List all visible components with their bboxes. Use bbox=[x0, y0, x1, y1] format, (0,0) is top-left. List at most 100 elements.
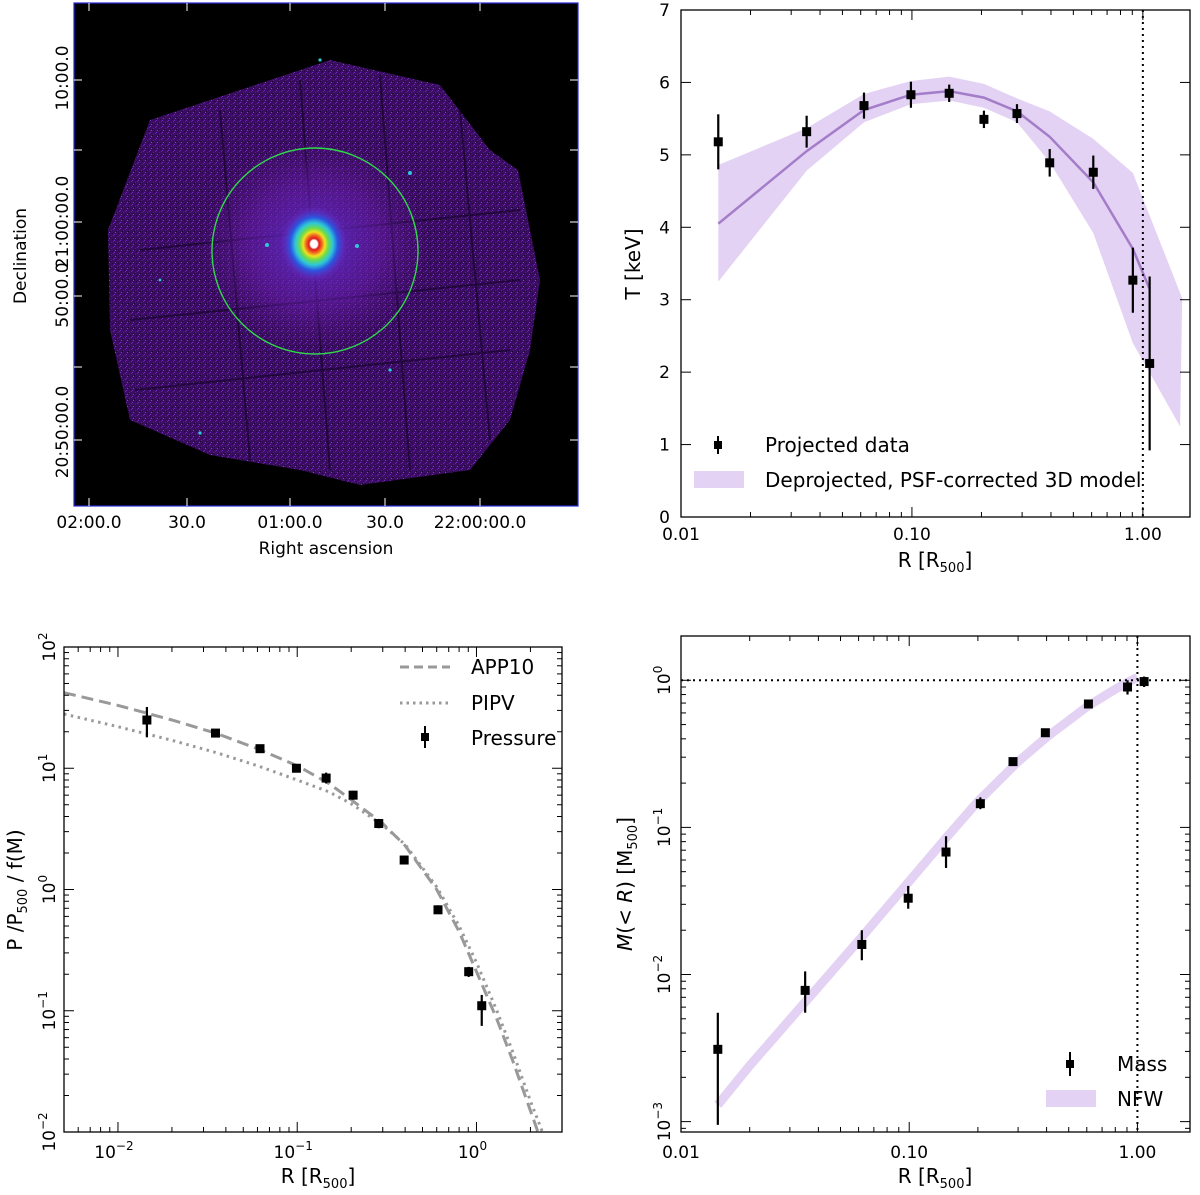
y-tick-label: 6 bbox=[659, 73, 670, 93]
pressure-point bbox=[433, 905, 443, 915]
pressure-plot-area bbox=[64, 691, 545, 1132]
x-tick-label: 1.00 bbox=[1118, 1143, 1156, 1163]
model-band bbox=[718, 76, 1183, 427]
mass-axes-frame bbox=[680, 635, 1191, 1133]
mass-y-axis-label: M(< R) [M500] bbox=[613, 817, 641, 951]
data-marker bbox=[941, 847, 951, 857]
ra-tick-label: 22:00:00.0 bbox=[434, 513, 527, 533]
model-app10-line bbox=[64, 691, 540, 1132]
dec-tick-label: 50:00.0 bbox=[53, 262, 73, 327]
data-marker bbox=[210, 728, 220, 738]
y-tick-label: 0 bbox=[659, 508, 670, 528]
image-ticks bbox=[74, 3, 578, 506]
x-tick-label: 10−1 bbox=[274, 1139, 313, 1163]
mass-panel: 0.01 0.10 1.00 10−3 10−2 10−1 100 R [R500] M(<… bbox=[613, 635, 1191, 1192]
legend-point-marker bbox=[1066, 1060, 1074, 1068]
y-tick-label: 102 bbox=[36, 632, 60, 661]
temperature-axes-frame bbox=[680, 9, 1191, 518]
data-marker bbox=[1008, 757, 1018, 767]
temperature-legend: Projected data Deprojected, PSF-correcte… bbox=[694, 433, 1141, 492]
x-tick-label: 1.00 bbox=[1124, 525, 1162, 545]
temperature-point bbox=[1045, 149, 1055, 177]
y-tick-label: 7 bbox=[659, 1, 670, 21]
data-marker bbox=[1139, 677, 1149, 687]
pressure-ticks: 10−2 10−1 100 10−2 10−1 100 101 102 bbox=[36, 632, 562, 1163]
temperature-point bbox=[1128, 247, 1138, 313]
ra-tick-label: 01:00.0 bbox=[257, 513, 322, 533]
temperature-point bbox=[1145, 276, 1155, 451]
ra-tick-label: 02:00.0 bbox=[56, 513, 121, 533]
data-marker bbox=[348, 790, 358, 800]
mass-point bbox=[800, 971, 810, 1013]
data-marker bbox=[800, 985, 810, 995]
legend-label-pressure: Pressure bbox=[471, 726, 556, 750]
pressure-point bbox=[142, 707, 152, 738]
data-marker bbox=[399, 855, 409, 865]
data-marker bbox=[975, 799, 985, 809]
data-marker bbox=[464, 967, 474, 977]
mass-point bbox=[713, 1012, 723, 1125]
x-tick-label: 100 bbox=[458, 1139, 487, 1163]
y-tick-label: 10−3 bbox=[651, 1102, 675, 1141]
image-frame bbox=[73, 2, 579, 507]
model-line bbox=[717, 89, 1151, 290]
pressure-point bbox=[291, 763, 301, 773]
temperature-point bbox=[906, 81, 916, 108]
legend-label-projected-data: Projected data bbox=[765, 433, 910, 457]
temperature-point bbox=[944, 84, 954, 102]
pressure-point bbox=[255, 744, 265, 754]
pressure-point bbox=[374, 819, 384, 829]
data-marker bbox=[291, 763, 301, 773]
mass-point bbox=[1040, 728, 1050, 738]
data-marker bbox=[713, 1044, 723, 1054]
y-tick-label: 5 bbox=[659, 146, 670, 166]
data-marker bbox=[321, 773, 331, 783]
mass-point bbox=[857, 930, 867, 961]
ra-axis-label: Right ascension bbox=[259, 539, 394, 559]
mass-point bbox=[1008, 757, 1018, 767]
legend-point-marker bbox=[714, 441, 722, 449]
y-tick-label: 10−1 bbox=[651, 808, 675, 847]
ra-tick-labels: 02:00.0 30.0 01:00.0 30.0 22:00:00.0 bbox=[56, 513, 526, 533]
data-marker bbox=[1145, 358, 1155, 368]
mass-x-axis-label: R [R500] bbox=[898, 1164, 973, 1192]
mass-plot-area bbox=[681, 636, 1190, 1132]
data-marker bbox=[1128, 275, 1138, 285]
pressure-point bbox=[321, 772, 331, 784]
mass-point bbox=[975, 797, 985, 810]
temperature-point bbox=[859, 92, 869, 119]
legend-label-nfw: NFW bbox=[1117, 1087, 1163, 1111]
legend-band-swatch bbox=[1046, 1090, 1096, 1107]
mass-point bbox=[1123, 680, 1133, 695]
xray-image-panel: 02:00.0 30.0 01:00.0 30.0 22:00:00.0 Rig… bbox=[11, 2, 579, 559]
x-tick-label: 0.01 bbox=[662, 1143, 700, 1163]
data-marker bbox=[433, 905, 443, 915]
x-tick-label: 0.10 bbox=[893, 525, 931, 545]
legend-label-pipv: PIPV bbox=[471, 691, 515, 715]
legend-label-app10: APP10 bbox=[471, 655, 534, 679]
temperature-point bbox=[713, 114, 723, 170]
data-marker bbox=[1040, 728, 1050, 738]
y-tick-label: 10−2 bbox=[651, 955, 675, 994]
y-tick-label: 101 bbox=[36, 754, 60, 783]
x-tick-label: 0.01 bbox=[662, 525, 700, 545]
data-marker bbox=[906, 90, 916, 100]
data-marker bbox=[255, 744, 265, 754]
legend-band-swatch bbox=[694, 471, 744, 488]
y-tick-label: 10−1 bbox=[36, 991, 60, 1030]
mass-point bbox=[941, 836, 951, 868]
cluster-core bbox=[280, 206, 348, 282]
legend-label-mass: Mass bbox=[1117, 1052, 1167, 1076]
y-tick-label: 2 bbox=[659, 363, 670, 383]
pressure-x-axis-label: R [R500] bbox=[281, 1164, 356, 1192]
dec-tick-label: 21:00:00.0 bbox=[53, 176, 73, 269]
y-tick-label: 3 bbox=[659, 291, 670, 311]
mass-ticks: 0.01 0.10 1.00 10−3 10−2 10−1 100 bbox=[651, 636, 1190, 1163]
y-tick-label: 10−2 bbox=[36, 1112, 60, 1151]
temperature-panel: 0.01 0.10 1.00 0 1 2 3 4 5 6 7 R [R500] T [keV] Pr… bbox=[621, 1, 1191, 576]
data-marker bbox=[802, 127, 812, 137]
data-marker bbox=[903, 893, 913, 903]
pressure-point bbox=[464, 966, 474, 977]
mass-point bbox=[1139, 676, 1149, 688]
